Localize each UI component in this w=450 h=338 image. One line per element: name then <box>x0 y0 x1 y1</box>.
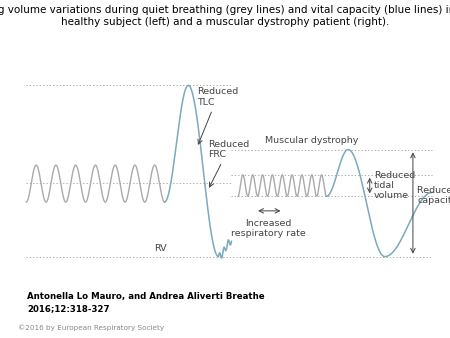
Text: Muscular dystrophy: Muscular dystrophy <box>265 136 358 145</box>
Text: Antonella Lo Mauro, and Andrea Aliverti Breathe
2016;12:318-327: Antonella Lo Mauro, and Andrea Aliverti … <box>27 292 265 313</box>
Text: RV: RV <box>154 244 166 254</box>
Text: Reduced vital
capacity: Reduced vital capacity <box>417 186 450 205</box>
Text: Reduced
TLC: Reduced TLC <box>197 87 238 144</box>
Text: Reduced
tidal
volume: Reduced tidal volume <box>374 171 415 200</box>
Text: Increased
respiratory rate: Increased respiratory rate <box>231 219 306 238</box>
Text: Reduced
FRC: Reduced FRC <box>208 140 249 187</box>
Text: Lung volume variations during quiet breathing (grey lines) and vital capacity (b: Lung volume variations during quiet brea… <box>0 5 450 27</box>
Text: ©2016 by European Respiratory Society: ©2016 by European Respiratory Society <box>18 324 164 331</box>
